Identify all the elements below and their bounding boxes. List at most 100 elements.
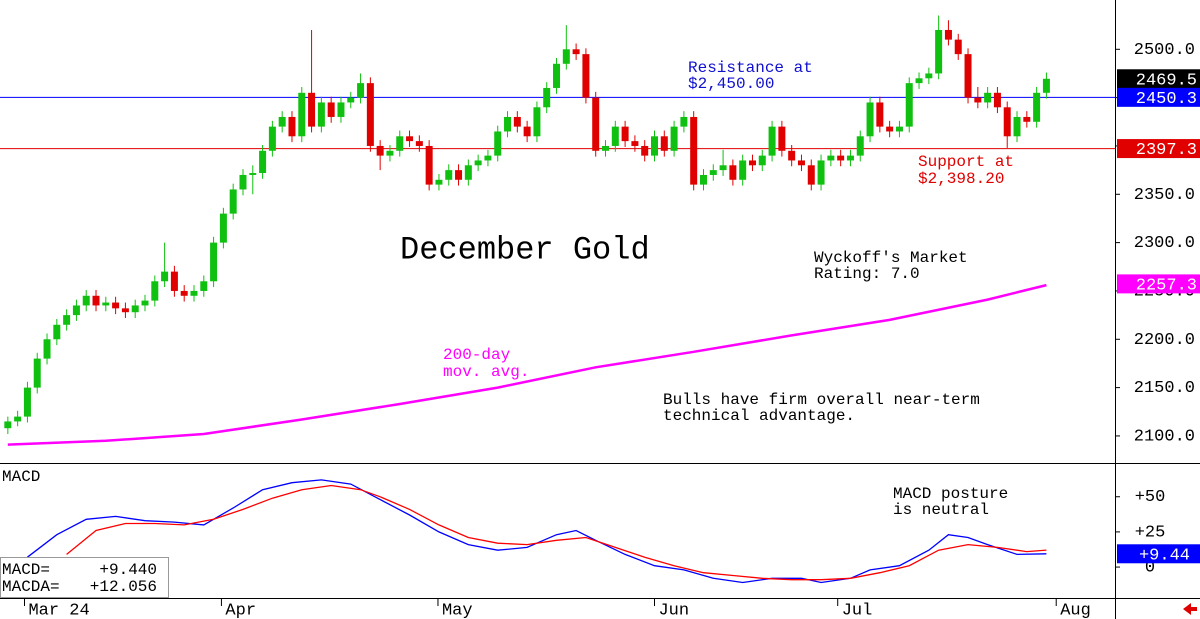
- candle-body: [366, 83, 374, 146]
- candle-body: [680, 116, 688, 127]
- candle-body: [102, 302, 110, 306]
- candle-body: [112, 302, 120, 309]
- y-tick-label: 2100.0: [1134, 427, 1195, 446]
- candle-body: [239, 174, 247, 190]
- candle-body: [504, 116, 512, 132]
- candle-body: [993, 92, 1001, 108]
- candle-body: [268, 126, 276, 151]
- readout-value: +12.056: [90, 578, 157, 596]
- candle-body: [170, 271, 178, 291]
- ma-label: 200-day: [443, 346, 511, 364]
- candle-body: [474, 160, 482, 166]
- candle-body: [886, 126, 894, 132]
- candle-body: [494, 131, 502, 156]
- candle-body: [925, 73, 933, 79]
- candle-body: [729, 165, 737, 180]
- candle-body: [161, 271, 169, 282]
- candle-body: [92, 295, 100, 306]
- chart-title: December Gold: [400, 231, 650, 268]
- candle-body: [719, 165, 727, 171]
- candle-body: [876, 102, 884, 127]
- annotation: Resistance at: [688, 59, 813, 77]
- candle-body: [33, 358, 41, 388]
- candle-body: [386, 150, 394, 156]
- readout-value: +9.440: [99, 561, 157, 579]
- candle-body: [43, 339, 51, 359]
- candle-body: [670, 126, 678, 151]
- candle-body: [964, 54, 972, 98]
- candle-body: [425, 145, 433, 185]
- annotation: is neutral: [893, 501, 989, 519]
- candle-body: [121, 308, 129, 313]
- candle-body: [797, 160, 805, 166]
- nav-arrow[interactable]: [1183, 603, 1197, 615]
- candle-body: [151, 281, 159, 301]
- candle-body: [406, 136, 414, 142]
- moving-average-line: [7, 283, 1047, 446]
- price-marker: [1117, 69, 1200, 89]
- macd-marker: [1117, 544, 1200, 564]
- candle-body: [131, 305, 139, 313]
- candle-body: [602, 145, 610, 151]
- candle-body: [827, 155, 835, 161]
- candle-body: [484, 155, 492, 161]
- candle-body: [249, 173, 257, 175]
- candle-body: [317, 102, 325, 127]
- candle-body: [445, 170, 453, 180]
- candle-body: [935, 29, 943, 74]
- x-tick-label: May: [442, 601, 473, 619]
- candle-body: [807, 165, 815, 185]
- annotation: $2,398.20: [918, 170, 1004, 188]
- y-tick-label: 2150.0: [1134, 379, 1195, 398]
- candle-body: [337, 102, 345, 117]
- candle-body: [14, 416, 22, 422]
- price-marker-label: 2257.3: [1136, 276, 1197, 295]
- annotation: Rating: 7.0: [814, 265, 920, 283]
- candle-body: [396, 136, 404, 151]
- candle-body: [1023, 116, 1031, 122]
- candle-body: [464, 165, 472, 180]
- candle-body: [180, 290, 188, 296]
- candle-body: [856, 136, 864, 156]
- candle-body: [895, 126, 903, 132]
- candle-body: [562, 49, 570, 64]
- candle-body: [210, 242, 218, 282]
- candle-body: [298, 92, 306, 137]
- candle-body: [533, 107, 541, 137]
- candle-body: [837, 155, 845, 161]
- annotation: Bulls have firm overall near-term: [663, 391, 980, 409]
- candle-body: [1013, 116, 1021, 137]
- candle-body: [435, 179, 443, 185]
- candle-body: [592, 97, 600, 151]
- candle-body: [190, 290, 198, 296]
- candle-body: [582, 54, 590, 98]
- candle-body: [543, 87, 551, 108]
- candle-body: [347, 97, 355, 103]
- candle-body: [327, 102, 335, 117]
- readout-box: [0, 557, 169, 598]
- candle-body: [63, 315, 71, 325]
- annotation: Wyckoff's Market: [814, 249, 968, 267]
- candle-body: [4, 421, 12, 429]
- price-marker: [1117, 139, 1200, 159]
- candle-body: [846, 155, 854, 161]
- candle-body: [905, 83, 913, 127]
- y-tick-label: 2300.0: [1134, 234, 1195, 253]
- candle-body: [219, 213, 227, 243]
- price-marker-label: 2397.3: [1136, 141, 1197, 160]
- candle-body: [954, 39, 962, 55]
- candle-body: [455, 170, 463, 180]
- candle-body: [650, 136, 658, 156]
- candle-body: [984, 92, 992, 103]
- candle-body: [611, 126, 619, 146]
- candle-body: [915, 78, 923, 84]
- candle-body: [788, 150, 796, 161]
- x-tick-label: Jun: [658, 601, 689, 619]
- annotation: $2,450.00: [688, 75, 774, 93]
- candle-body: [944, 29, 952, 40]
- x-tick-label: Apr: [225, 601, 256, 619]
- macd-line: [27, 479, 1047, 584]
- y-tick-label: +50: [1135, 488, 1166, 507]
- candle-body: [553, 63, 561, 88]
